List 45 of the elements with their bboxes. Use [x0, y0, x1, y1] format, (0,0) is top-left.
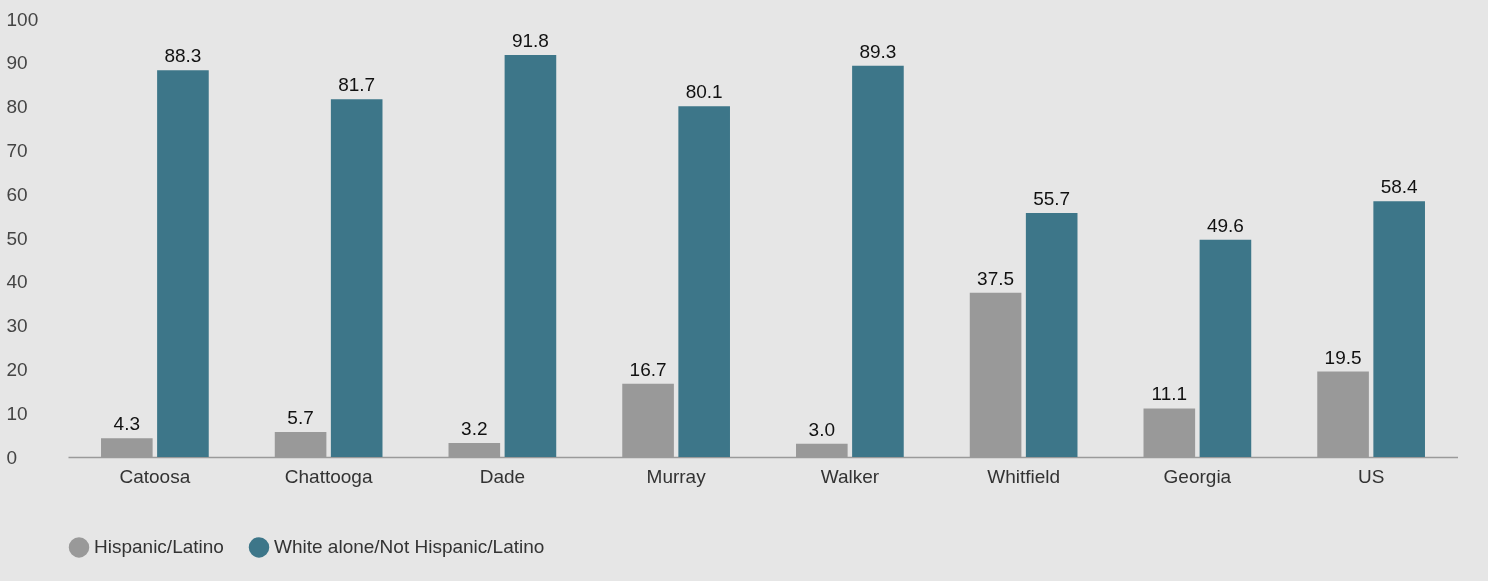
data-label: 16.7	[629, 358, 667, 380]
data-label: 58.4	[1380, 176, 1419, 198]
y-tick-label: 60	[6, 183, 28, 205]
y-tick-label: 100	[6, 8, 39, 30]
y-tick-label: 0	[6, 446, 18, 468]
data-label: 49.6	[1206, 214, 1244, 236]
legend-label: White alone/Not Hispanic/Latino	[274, 536, 545, 558]
bar	[330, 99, 383, 457]
legend-label: Hispanic/Latino	[94, 536, 224, 558]
bar	[1199, 239, 1252, 457]
y-tick-label: 30	[6, 315, 28, 337]
x-tick-label: US	[1357, 465, 1385, 487]
data-label: 3.2	[461, 417, 488, 439]
data-label: 80.1	[685, 81, 723, 103]
x-tick-label: Georgia	[1163, 465, 1232, 487]
x-tick-label: Walker	[820, 465, 880, 487]
data-label: 88.3	[164, 45, 202, 67]
data-label: 5.7	[287, 407, 314, 429]
data-label: 89.3	[859, 40, 897, 62]
x-tick-label: Whitfield	[987, 465, 1061, 487]
bar	[678, 106, 730, 457]
y-tick-label: 70	[6, 139, 28, 161]
y-tick-label: 20	[6, 358, 28, 380]
data-label: 91.8	[511, 29, 549, 51]
y-tick-label: 90	[6, 52, 28, 74]
data-label: 81.7	[338, 74, 376, 96]
data-label: 11.1	[1151, 383, 1188, 405]
y-tick-label: 50	[6, 227, 28, 249]
y-tick-label: 10	[6, 402, 28, 424]
x-tick-label: Chattooga	[284, 465, 373, 487]
data-label: 3.0	[808, 418, 836, 440]
y-tick-label: 40	[6, 271, 28, 293]
data-label: 37.5	[977, 267, 1015, 289]
data-label: 19.5	[1324, 346, 1362, 368]
bar	[157, 70, 209, 457]
data-label: 55.7	[1033, 188, 1071, 210]
x-tick-label: Murray	[646, 465, 707, 487]
bar	[852, 65, 904, 457]
x-tick-label: Catoosa	[119, 465, 191, 487]
data-label: 4.3	[113, 413, 141, 435]
y-tick-label: 80	[6, 96, 28, 118]
bar	[1025, 213, 1078, 457]
bar	[1373, 201, 1425, 457]
x-tick-label: Dade	[479, 465, 526, 487]
bar	[504, 54, 557, 457]
